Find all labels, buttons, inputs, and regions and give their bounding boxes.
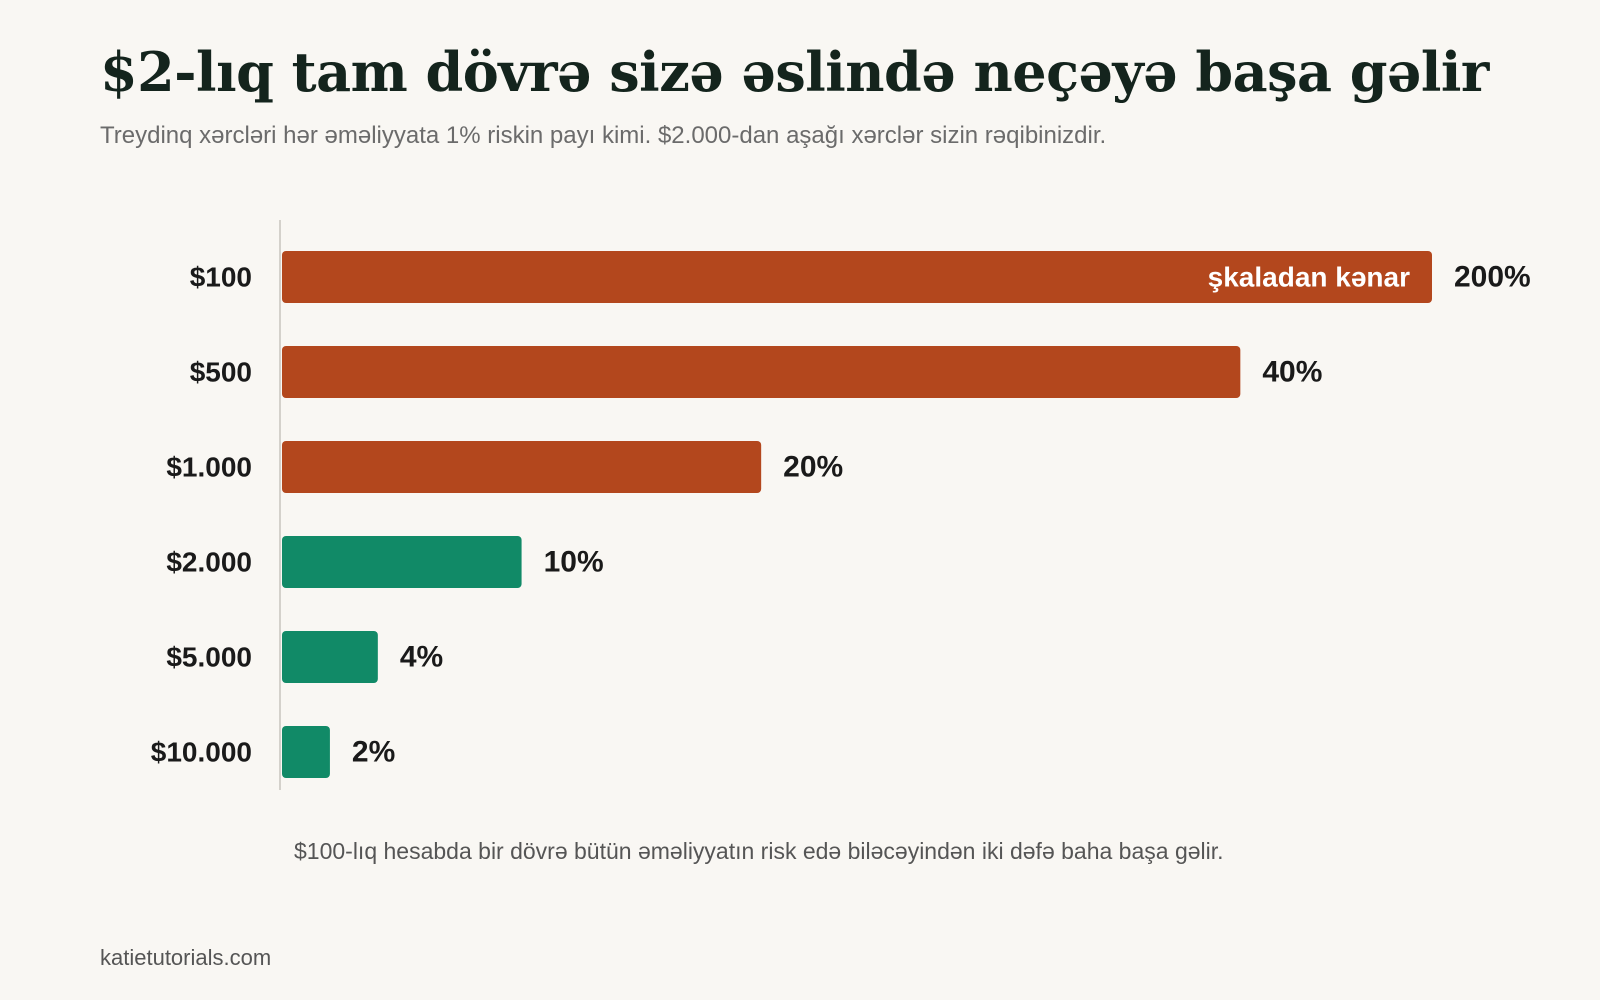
chart-note: $100-lıq hesabda bir dövrə bütün əməliyy… [294,838,1224,864]
bar [282,536,522,588]
category-label: $100 [190,262,252,293]
data-label: 200% [1454,261,1531,294]
data-label: 4% [400,641,443,674]
bar [282,726,330,778]
category-label: $2.000 [166,547,252,578]
bar [282,441,762,493]
chart-title: $2-lıq tam dövrə sizə əslində neçəyə baş… [100,40,1489,104]
bar [282,346,1241,398]
bars-group: $100 şkaladan kənar 200% $500 40% $1.000 20% $2… [151,251,1531,778]
off-scale-label: şkaladan kənar [1208,262,1410,293]
category-label: $5.000 [166,642,252,673]
category-label: $10.000 [151,737,252,768]
bar [282,251,1432,303]
data-label: 2% [352,736,395,769]
data-label: 10% [544,546,604,579]
category-label: $500 [190,357,252,388]
category-label: $1.000 [166,452,252,483]
data-label: 40% [1262,356,1322,389]
source-footer: katietutorials.com [100,945,272,970]
bar [282,631,378,683]
chart-subtitle: Treydinq xərcləri hər əməliyyata 1% risk… [100,122,1107,149]
data-label: 20% [783,451,843,484]
bar-chart: $100 şkaladan kənar 200% $500 40% $1.000 20% $2… [151,220,1531,790]
